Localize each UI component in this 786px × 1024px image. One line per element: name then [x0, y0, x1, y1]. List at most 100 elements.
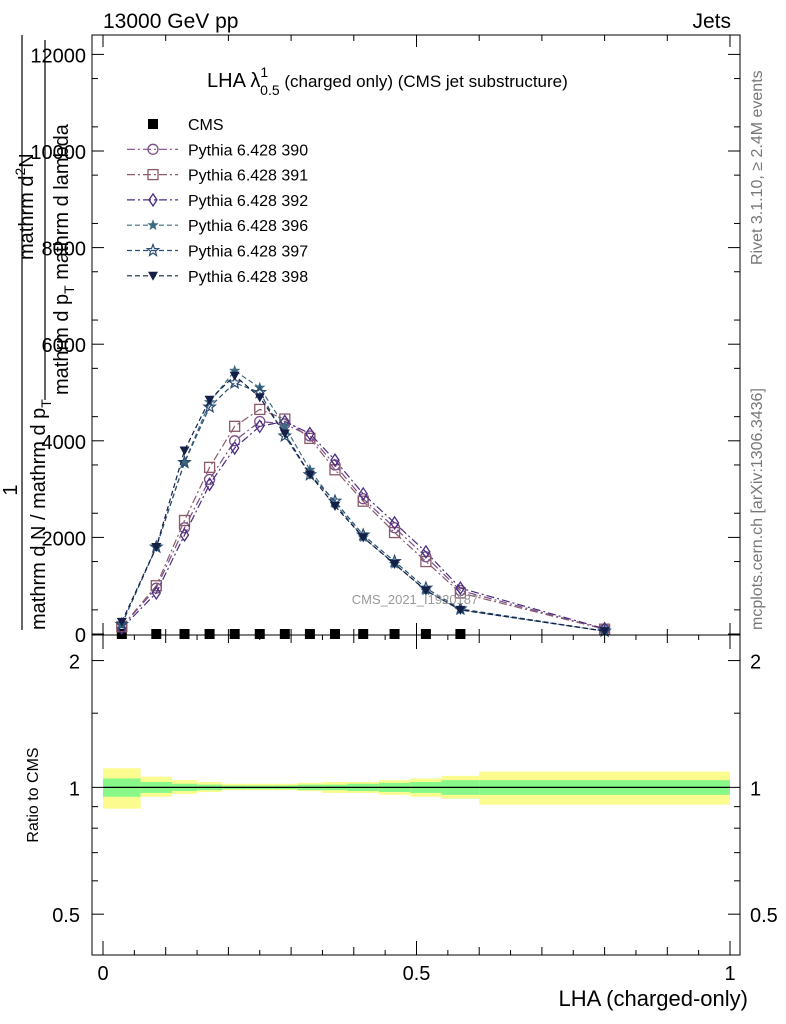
data-point [179, 446, 190, 456]
data-point [204, 629, 215, 639]
data-point [358, 629, 369, 639]
data-point [254, 393, 265, 403]
data-point [329, 629, 340, 639]
header-left: 13000 GeV pp [103, 10, 238, 33]
data-point [227, 375, 243, 390]
data-point [388, 526, 401, 539]
legend-marker [145, 242, 161, 257]
ratio-y-tick-label-right: 1 [750, 778, 761, 800]
data-point [420, 629, 431, 639]
data-point [151, 629, 162, 639]
ylabel-numerator-line2: mathrm d pT mathrm d lambda [51, 123, 77, 395]
ratio-y-tick-label: 2 [69, 652, 80, 674]
x-tick-label: 0 [97, 963, 108, 985]
data-point [254, 419, 265, 434]
data-point [178, 514, 191, 527]
data-point [229, 435, 241, 447]
chart-title: LHA λ1 0.5 (charged only) (CMS jet substr… [207, 64, 568, 98]
rivet-label: Rivet 3.1.10, ≥ 2.4M events [749, 70, 766, 265]
data-point [116, 617, 127, 627]
data-point [229, 371, 240, 381]
main-series [114, 364, 612, 639]
legend-marker [147, 219, 159, 231]
data-point [389, 629, 400, 639]
title-rest: (charged only) (CMS jet substructure) [280, 72, 568, 91]
data-point [151, 585, 162, 601]
data-point [304, 470, 315, 480]
legend-entry: Pythia 6.428 390 [127, 142, 308, 159]
data-point [279, 629, 290, 639]
series-6 [116, 371, 610, 637]
data-point [203, 461, 216, 474]
series-line-5 [121, 382, 605, 632]
ylabel-denominator: mathrm d N / mathrm d pT [28, 399, 54, 630]
legend-entry: Pythia 6.428 398 [127, 269, 308, 286]
legend-marker [147, 168, 159, 181]
data-point [358, 486, 368, 502]
data-point [179, 527, 190, 543]
data-point [455, 605, 466, 615]
data-point [389, 515, 400, 531]
data-point [178, 456, 191, 468]
x-axis-label: LHA (charged-only) [558, 986, 748, 1011]
data-point [229, 364, 241, 376]
data-point [420, 555, 432, 568]
ratio-y-tick-label: 1 [69, 778, 80, 800]
ylabel-one: 1 [0, 484, 22, 495]
legend-entry: Pythia 6.428 392 [127, 192, 308, 210]
data-point [279, 429, 290, 439]
data-point [358, 533, 369, 543]
data-point [178, 522, 191, 534]
legend-label: Pythia 6.428 397 [188, 244, 308, 261]
y-tick-label: 12000 [30, 45, 86, 67]
data-point [254, 629, 265, 639]
data-point [279, 420, 291, 432]
x-tick-label: 0.5 [403, 963, 431, 985]
ylabel-numerator-sup: 2 [12, 168, 28, 176]
data-point [329, 502, 340, 512]
legend-label: Pythia 6.428 398 [188, 269, 308, 286]
legend-label: Pythia 6.428 396 [188, 218, 308, 235]
mcplots-label: mcplots.cern.ch [arXiv:1306.3436] [749, 388, 766, 630]
data-point [229, 440, 240, 456]
y-tick-label: 4000 [42, 432, 87, 454]
data-point [229, 629, 240, 639]
data-point [151, 543, 162, 553]
data-point [202, 399, 217, 414]
y-tick-label: 6000 [42, 335, 87, 357]
data-point [357, 495, 369, 507]
data-point [420, 586, 431, 596]
data-point [599, 627, 610, 637]
title-sup: 1 [260, 64, 268, 80]
main-ticks: 0 2000 4000 6000 8000 10000 12000 [30, 35, 740, 647]
title-sub: 0.5 [260, 82, 280, 98]
data-point [455, 629, 466, 639]
data-point [305, 426, 315, 441]
legend-entry: CMS [148, 117, 224, 134]
ylabel-denominator-text: mathrm d N / mathrm d p [28, 408, 50, 630]
legend-marker [148, 271, 158, 281]
data-point [455, 580, 466, 596]
ratio-bands [103, 768, 730, 809]
legend-entry: Pythia 6.428 391 [127, 168, 308, 185]
legend-label: Pythia 6.428 391 [188, 168, 308, 185]
data-point [389, 559, 400, 569]
series-line-6 [121, 374, 605, 632]
ratio-y-tick-label: 0.5 [52, 905, 80, 927]
y-tick-label: 0 [75, 625, 86, 647]
y-tick-label: 2000 [42, 528, 87, 550]
ylabel-line2-sub: T [61, 285, 77, 294]
ylabel-denominator-sub: T [38, 399, 54, 408]
ratio-panel: 0.5 0.5 1 1 2 2 0 0.5 1 Ratio to CMS LHA (charge… [25, 634, 778, 1011]
main-ylabel: 1 mathrm d N / mathrm d pT mathrm d2N ma… [0, 35, 77, 630]
watermark: CMS_2021_I1920187 [352, 592, 479, 607]
y-tick-label: 10000 [30, 142, 86, 164]
y-tick-label: 8000 [42, 239, 87, 261]
legend-marker [148, 192, 158, 208]
ratio-y-tick-label-right: 2 [750, 652, 761, 674]
ylabel-line2-text: mathrm d p [51, 294, 73, 395]
header-right: Jets [692, 10, 731, 33]
series-line-1 [121, 420, 605, 630]
